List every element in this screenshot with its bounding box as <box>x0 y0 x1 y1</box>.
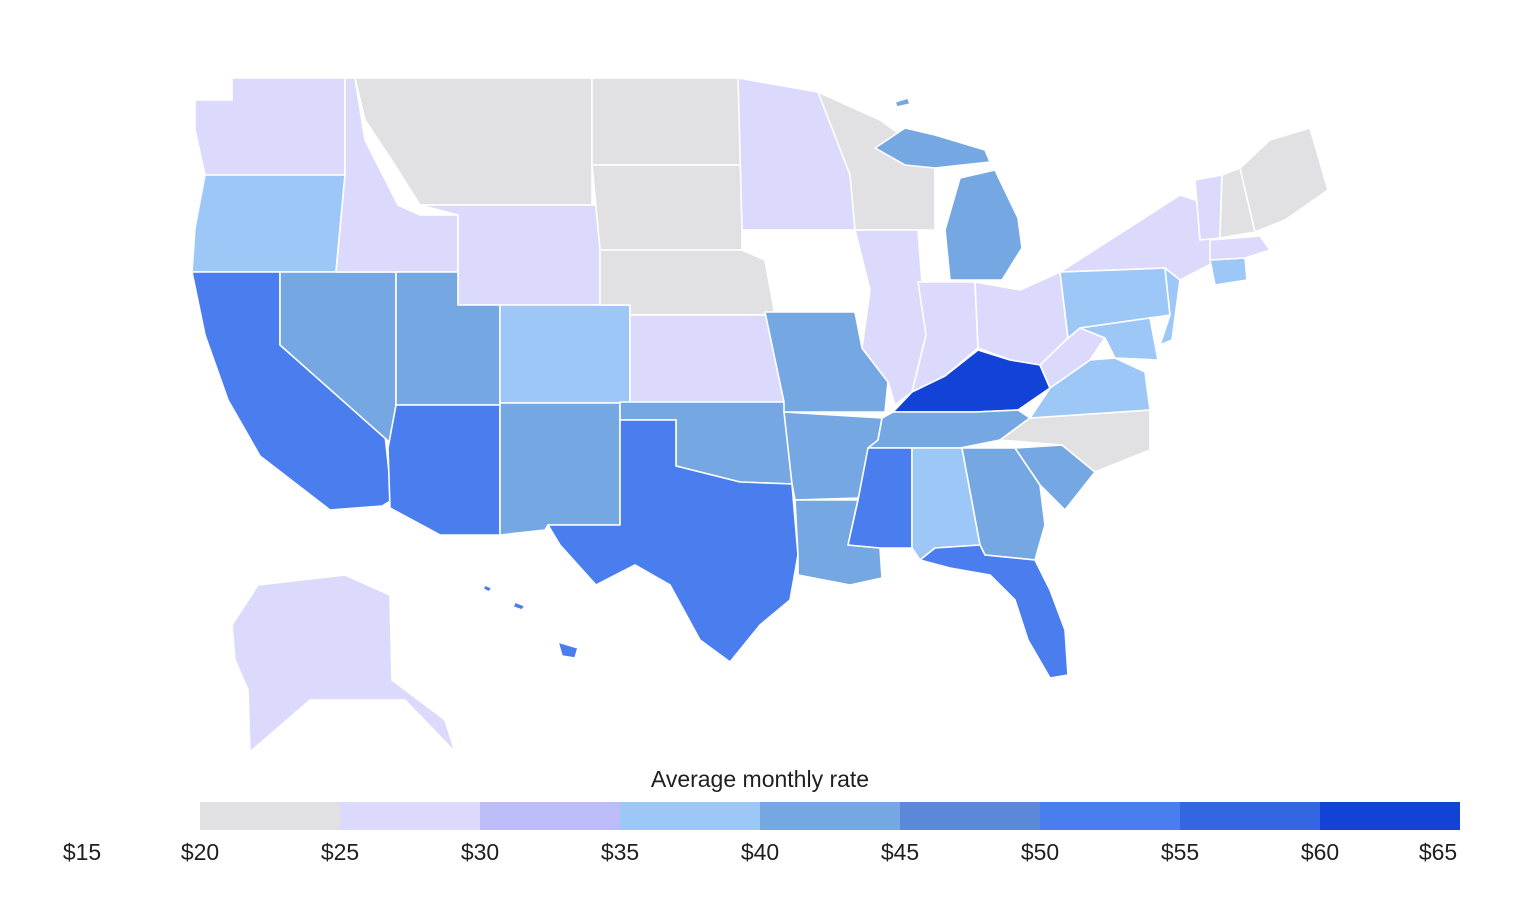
legend-tick-label: $20 <box>181 839 219 865</box>
legend-bin-4 <box>760 802 900 830</box>
state-arizona[interactable] <box>387 404 501 536</box>
legend-tick-label: $25 <box>321 839 359 865</box>
state-south-dakota[interactable] <box>591 164 743 251</box>
state-wisconsin[interactable] <box>817 91 936 231</box>
legend-bin-8 <box>1320 802 1460 830</box>
legend-bin-0 <box>200 802 340 830</box>
state-michigan[interactable] <box>944 169 1023 281</box>
state-florida[interactable] <box>919 544 1069 679</box>
state-new-mexico[interactable] <box>499 402 621 536</box>
state-kansas[interactable] <box>629 314 785 403</box>
state-south-carolina[interactable] <box>1014 444 1096 511</box>
state-massachusetts[interactable] <box>1209 235 1271 261</box>
legend-tick-label: $45 <box>881 839 919 865</box>
legend-bin-1 <box>340 802 480 830</box>
legend-tick-label: $50 <box>1021 839 1059 865</box>
state-connecticut[interactable] <box>1209 257 1248 286</box>
legend-tick-labels: $15 $20 $25 $30 $35 $40 $45 $50 $55 $60 $65 <box>63 839 1457 865</box>
legend-bin-3 <box>620 802 760 830</box>
state-colorado[interactable] <box>499 304 631 404</box>
legend-title: Average monthly rate <box>651 766 869 792</box>
legend-bin-2 <box>480 802 620 830</box>
legend-color-bar <box>200 802 1460 830</box>
state-alaska[interactable] <box>231 574 456 753</box>
state-oregon[interactable] <box>191 174 346 273</box>
state-vermont[interactable] <box>1194 174 1223 241</box>
state-missouri[interactable] <box>764 311 889 413</box>
legend-tick-label: $60 <box>1301 839 1339 865</box>
legend-tick-label: $40 <box>741 839 779 865</box>
legend-bin-7 <box>1180 802 1320 830</box>
state-north-dakota[interactable] <box>591 77 743 166</box>
state-maryland[interactable] <box>1079 317 1159 361</box>
legend-tick-label: $65 <box>1419 839 1457 865</box>
state-montana[interactable] <box>354 77 593 206</box>
state-michigan-upper-peninsula[interactable] <box>874 127 991 169</box>
state-illinois[interactable] <box>854 229 927 406</box>
state-new-york[interactable] <box>1059 194 1216 281</box>
state-hawaii[interactable] <box>482 97 911 659</box>
legend-tick-label: $15 <box>63 839 101 865</box>
state-idaho[interactable] <box>335 77 459 273</box>
legend-tick-label: $55 <box>1161 839 1199 865</box>
legend-bin-6 <box>1040 802 1180 830</box>
state-washington[interactable] <box>194 77 346 176</box>
state-tennessee[interactable] <box>867 409 1031 449</box>
legend-tick-label: $35 <box>601 839 639 865</box>
legend-bin-5 <box>900 802 1040 830</box>
state-nebraska[interactable] <box>599 249 776 316</box>
state-maine[interactable] <box>1239 127 1329 233</box>
state-texas[interactable] <box>547 419 799 663</box>
legend-tick-label: $30 <box>461 839 499 865</box>
